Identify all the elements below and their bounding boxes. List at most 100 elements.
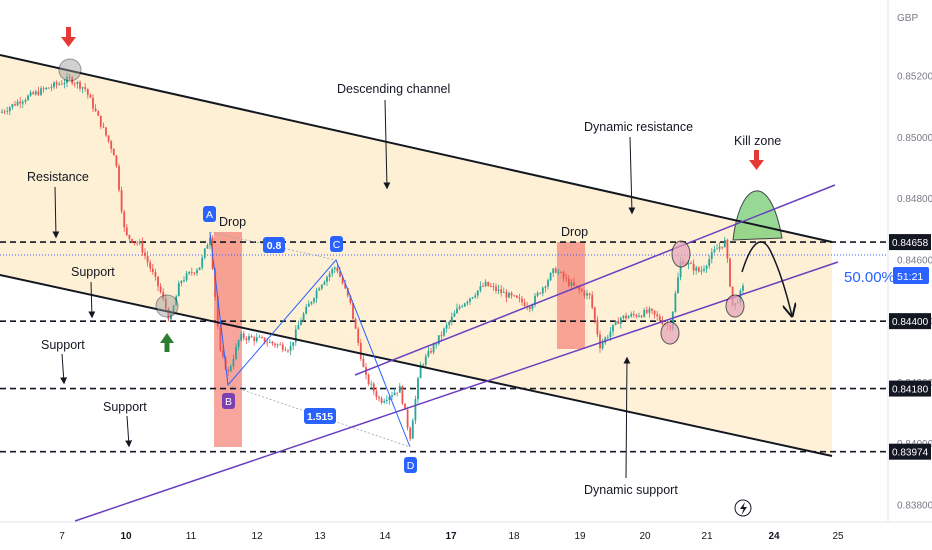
red-down-arrow-kill-zone: [749, 150, 764, 170]
candle-body-232: [604, 337, 607, 343]
time-tick-3: 12: [251, 531, 263, 542]
candle-body-25: [66, 77, 68, 83]
time-tick-11: 24: [768, 531, 780, 542]
candle-body-236: [614, 320, 617, 325]
candle-body-96: [250, 336, 253, 338]
candle-body-143: [372, 383, 375, 392]
candle-body-37: [97, 110, 100, 116]
candle-body-107: [279, 344, 282, 346]
candle-body-99: [258, 336, 261, 338]
price-tick-1: 0.85000: [897, 133, 932, 144]
candle-body-240: [625, 315, 627, 319]
candle-body-110: [287, 350, 289, 352]
candle-body-23: [60, 83, 63, 85]
candle-body-210: [547, 280, 549, 287]
candle-body-11: [29, 92, 32, 96]
candle-body-106: [276, 344, 279, 346]
candle-body-36: [94, 108, 97, 111]
candle-body-228: [593, 307, 596, 320]
candle-body-251: [653, 310, 656, 315]
candle-body-235: [612, 324, 614, 332]
candle-body-182: [474, 295, 477, 298]
candle-body-70: [183, 280, 185, 281]
candle-body-246: [640, 315, 643, 317]
candle-body-102: [266, 342, 269, 344]
time-tick-8: 19: [574, 531, 586, 542]
candle-body-230: [599, 334, 601, 349]
ratio-ac-label: 0.8: [267, 240, 282, 252]
candle-body-112: [292, 342, 295, 346]
candle-body-207: [539, 292, 542, 294]
price-tick-7: 0.83800: [897, 501, 932, 512]
candle-body-145: [378, 397, 380, 399]
time-axis-panel[interactable]: [0, 522, 932, 550]
candle-body-88: [229, 366, 232, 372]
candle-body-120: [313, 298, 315, 302]
candle-body-53: [138, 241, 141, 244]
time-tick-10: 21: [701, 531, 713, 542]
candle-body-76: [198, 267, 201, 270]
candle-body-35: [92, 97, 94, 109]
price-tick-2: 0.84800: [897, 194, 932, 205]
level-tag-2: 0.84180: [892, 384, 929, 395]
candle-body-153: [398, 386, 401, 393]
drop-label-2: Drop: [561, 225, 588, 239]
candle-body-39: [102, 126, 105, 128]
candle-body-41: [107, 135, 110, 142]
candle-body-130: [339, 271, 341, 277]
candle-body-132: [344, 283, 347, 289]
time-tick-0: 7: [59, 531, 65, 542]
candle-body-123: [320, 284, 323, 289]
candle-body-213: [554, 268, 557, 273]
point-a-label: A: [206, 209, 213, 221]
candle-body-201: [523, 302, 526, 307]
candle-body-22: [58, 83, 61, 85]
candle-body-26: [68, 77, 71, 78]
resistance-arrow: [52, 186, 60, 239]
candle-body-149: [388, 396, 391, 400]
candle-body-72: [188, 272, 191, 274]
candle-body-124: [323, 281, 326, 285]
kill-zone-label: Kill zone: [734, 134, 781, 148]
candle-body-38: [99, 115, 102, 127]
candle-body-204: [531, 304, 534, 310]
candle-body-177: [461, 306, 464, 308]
support-touch-circle-1: [660, 321, 680, 345]
time-tick-5: 14: [379, 531, 391, 542]
candle-body-52: [136, 242, 139, 244]
candle-body-30: [79, 82, 81, 89]
level-tag-0: 0.84658: [892, 238, 929, 249]
candle-body-97: [253, 337, 256, 342]
dynamic-support-arrow: [623, 356, 631, 479]
descending-channel-label: Descending channel: [337, 82, 450, 96]
candle-body-215: [560, 271, 562, 273]
lightning-icon[interactable]: [734, 499, 752, 517]
candle-body-5: [14, 104, 16, 106]
candle-body-168: [437, 335, 440, 344]
candle-body-216: [562, 272, 565, 278]
candle-body-238: [619, 318, 622, 324]
dynamic-resistance-line: [354, 184, 836, 376]
price-axis-panel[interactable]: [888, 0, 932, 522]
candle-body-4: [11, 104, 14, 108]
candle-body-73: [190, 272, 193, 273]
candle-body-223: [580, 289, 583, 292]
candle-body-139: [362, 358, 365, 368]
candle-body-157: [409, 427, 412, 439]
candle-body-126: [328, 273, 331, 277]
candle-body-113: [294, 329, 297, 343]
candle-body-55: [144, 252, 146, 257]
candle-body-229: [596, 319, 599, 335]
candle-body-242: [630, 313, 633, 317]
candle-body-68: [177, 282, 180, 297]
candle-body-197: [513, 295, 516, 297]
candle-body-47: [123, 211, 126, 228]
candle-body-7: [19, 101, 22, 104]
candle-body-101: [263, 337, 266, 343]
candle-body-188: [489, 286, 492, 287]
candle-body-186: [484, 281, 487, 287]
candle-body-135: [352, 302, 354, 319]
candle-body-272: [708, 259, 711, 266]
candle-body-243: [632, 313, 635, 315]
